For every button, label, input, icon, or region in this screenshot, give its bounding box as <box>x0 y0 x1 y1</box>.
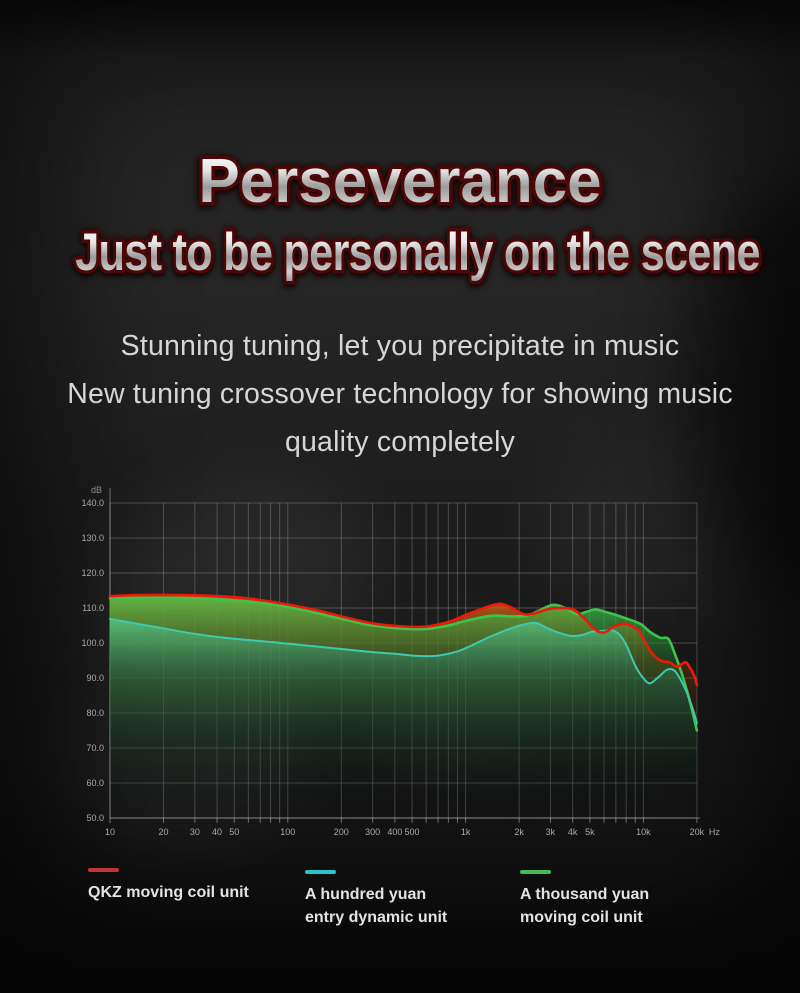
svg-text:300: 300 <box>365 827 380 837</box>
svg-text:30: 30 <box>190 827 200 837</box>
legend-swatch-green <box>520 870 551 874</box>
hero-subtitle-outline: Just to be personally on the scene <box>72 220 763 286</box>
svg-text:5k: 5k <box>585 827 595 837</box>
legend-swatch-cyan <box>305 870 336 874</box>
legend-label: QKZ moving coil unit <box>88 883 249 901</box>
svg-text:50: 50 <box>229 827 239 837</box>
svg-text:60.0: 60.0 <box>86 778 104 788</box>
svg-text:20k: 20k <box>690 827 705 837</box>
hero-subtitle-text: Just to be personally on the scene <box>75 223 760 282</box>
svg-text:10k: 10k <box>636 827 651 837</box>
svg-text:130.0: 130.0 <box>81 533 104 543</box>
series-line-1 <box>108 596 699 732</box>
svg-text:500: 500 <box>405 827 420 837</box>
tagline-line-2: New tuning crossover technology for show… <box>67 378 733 410</box>
svg-text:50.0: 50.0 <box>86 813 104 823</box>
svg-text:Hz: Hz <box>709 827 720 837</box>
svg-text:40: 40 <box>212 827 222 837</box>
svg-text:1k: 1k <box>461 827 471 837</box>
legend-label: A hundred yuan <box>305 885 427 903</box>
hero-title-outline: Perseverance <box>195 144 605 220</box>
svg-text:3k: 3k <box>546 827 556 837</box>
legend-item-hundred-yuan: A hundred yuan entry dynamic unit <box>305 870 447 929</box>
svg-text:10: 10 <box>105 827 115 837</box>
svg-text:140.0: 140.0 <box>81 498 104 508</box>
svg-text:70.0: 70.0 <box>86 743 104 753</box>
hero-title-text: Perseverance <box>198 147 602 216</box>
svg-text:400: 400 <box>387 827 402 837</box>
svg-text:200: 200 <box>334 827 349 837</box>
legend-label: A thousand yuan <box>520 885 650 903</box>
svg-text:80.0: 80.0 <box>86 708 104 718</box>
hero-title: Perseverance Perseverance <box>0 144 800 220</box>
tagline-line-3: quality completely <box>284 426 516 458</box>
legend-swatch-red <box>88 868 119 872</box>
svg-text:2k: 2k <box>514 827 524 837</box>
svg-text:20: 20 <box>159 827 169 837</box>
series-line-2 <box>109 617 698 725</box>
svg-text:dB: dB <box>91 485 102 495</box>
hero-subtitle: Just to be personally on the scene Just … <box>0 220 800 286</box>
svg-text:4k: 4k <box>568 827 578 837</box>
svg-text:100: 100 <box>280 827 295 837</box>
svg-text:110.0: 110.0 <box>82 603 104 613</box>
legend-item-thousand-yuan: A thousand yuan moving coil unit <box>520 870 649 929</box>
series-line-0 <box>108 593 699 687</box>
svg-text:120.0: 120.0 <box>81 568 104 578</box>
tagline-line-1: Stunning tuning, let you precipitate in … <box>120 330 680 362</box>
legend-item-qkz: QKZ moving coil unit <box>88 868 249 904</box>
svg-text:100.0: 100.0 <box>81 638 104 648</box>
series-fill-2 <box>110 618 697 818</box>
svg-text:90.0: 90.0 <box>86 673 104 683</box>
legend-label: entry dynamic unit <box>305 908 448 926</box>
legend-label: moving coil unit <box>520 908 643 926</box>
